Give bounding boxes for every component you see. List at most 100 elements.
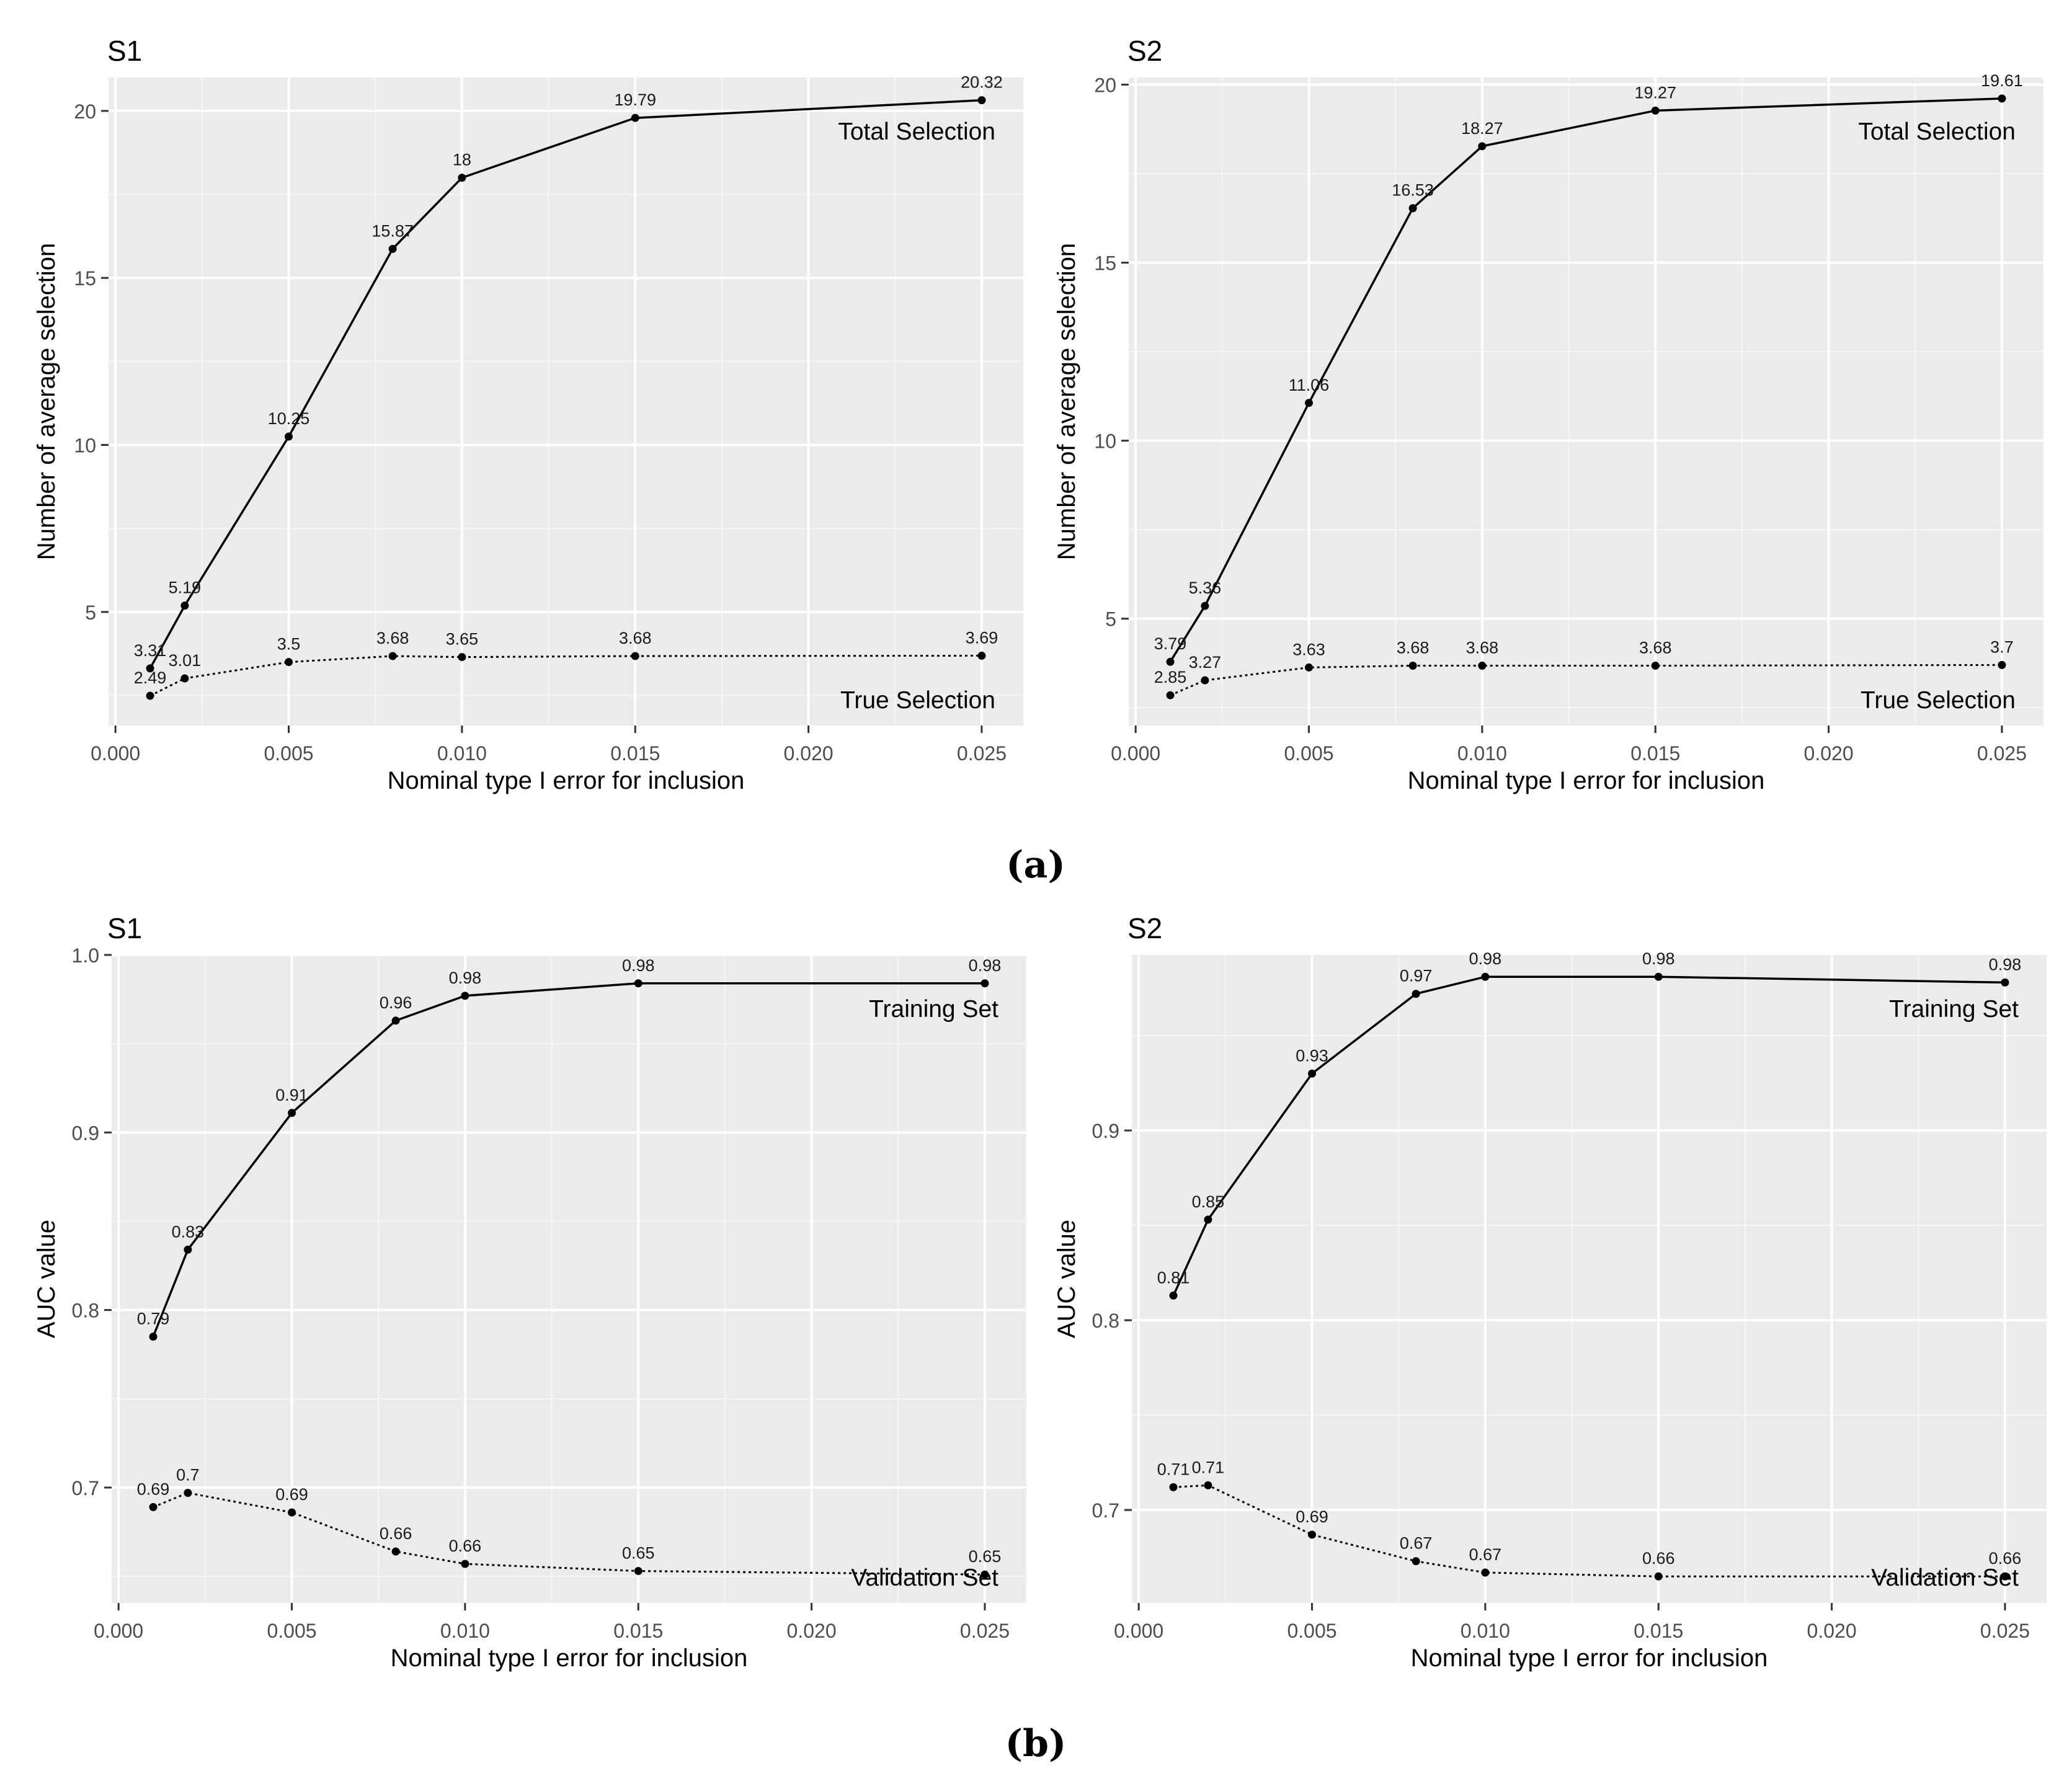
series-annotation-upper: Total Selection (838, 118, 995, 145)
data-point (180, 601, 189, 610)
data-label: 19.27 (1634, 83, 1676, 102)
data-point (458, 174, 466, 182)
x-tick-label: 0.005 (267, 1620, 316, 1642)
data-label: 0.91 (275, 1086, 308, 1104)
y-tick-label: 15 (74, 267, 96, 290)
chart-panel-a-s2: 0.000 0.005 0.010 0.015 0.020 0.025 5 10 15 20 3.7… (1053, 35, 2043, 794)
data-point (180, 674, 189, 683)
y-tick-label: 10 (74, 435, 96, 457)
data-label: 0.98 (449, 969, 482, 987)
data-point (388, 652, 397, 660)
data-label: 0.97 (1400, 967, 1433, 985)
data-label: 19.79 (614, 91, 656, 109)
x-axis-title: Nominal type I error for inclusion (1411, 1644, 1768, 1672)
chart-panel-b-s2: 0.000 0.005 0.010 0.015 0.020 0.025 0.7 0.8 0.9 0… (1053, 912, 2047, 1672)
data-label: 3.79 (1154, 634, 1187, 653)
data-point (1651, 106, 1660, 115)
data-label: 0.93 (1296, 1046, 1328, 1065)
data-label: 2.49 (134, 668, 167, 687)
data-label: 16.53 (1392, 181, 1434, 200)
series-annotation-lower: Validation Set (1871, 1565, 2019, 1591)
plot-background (1132, 955, 2047, 1603)
data-point (1204, 1215, 1212, 1224)
data-label: 2.85 (1154, 668, 1187, 686)
y-tick-label: 0.7 (72, 1477, 99, 1499)
data-point (977, 651, 986, 660)
series-annotation-lower: True Selection (840, 687, 995, 714)
data-label: 0.85 (1192, 1192, 1225, 1211)
data-label: 18.27 (1461, 119, 1503, 138)
row-label-a: (a) (1006, 843, 1065, 887)
data-point (1305, 663, 1314, 672)
data-point (149, 1333, 158, 1341)
data-label: 5.36 (1189, 579, 1222, 597)
data-point (1308, 1530, 1317, 1539)
data-point (1998, 94, 2006, 103)
data-point (1412, 1557, 1420, 1566)
data-point (1308, 1069, 1317, 1078)
data-point (1169, 1483, 1178, 1491)
y-tick-label: 20 (74, 100, 96, 123)
data-label: 3.68 (1466, 639, 1499, 657)
data-point (1478, 662, 1487, 670)
data-label: 0.65 (622, 1543, 655, 1562)
data-label: 0.81 (1157, 1268, 1190, 1287)
x-tick-label: 0.020 (1804, 742, 1854, 765)
chart-panel-a-s1: 0.000 0.005 0.010 0.015 0.020 0.025 5 10 15 20 3.3… (33, 35, 1023, 794)
y-tick-label: 5 (85, 601, 96, 624)
x-tick-label: 0.000 (91, 742, 140, 765)
data-point (391, 1016, 400, 1025)
data-point (388, 244, 397, 253)
data-label: 0.66 (380, 1524, 412, 1543)
data-point (2001, 1572, 2009, 1581)
data-label: 0.69 (275, 1485, 308, 1504)
data-label: 0.7 (176, 1465, 200, 1484)
data-point (184, 1245, 192, 1254)
data-label: 0.69 (1296, 1507, 1328, 1526)
data-point (1408, 662, 1417, 670)
data-label: 15.87 (371, 221, 414, 240)
data-point (634, 1566, 642, 1575)
x-tick-label: 0.015 (1630, 742, 1680, 765)
data-label: 0.71 (1192, 1458, 1225, 1476)
x-axis-title: Nominal type I error for inclusion (391, 1644, 748, 1672)
x-tick-label: 0.020 (787, 1620, 837, 1642)
x-tick-label: 0.025 (1977, 742, 2027, 765)
x-tick-label: 0.000 (1111, 742, 1160, 765)
data-point (1998, 660, 2006, 669)
x-tick-label: 0.005 (264, 742, 313, 765)
x-tick-label: 0.020 (784, 742, 834, 765)
data-point (285, 432, 293, 441)
series-annotation-lower: Validation Set (851, 1565, 998, 1591)
data-point (458, 653, 466, 662)
data-label: 3.5 (277, 635, 301, 654)
data-label: 11.06 (1289, 376, 1330, 394)
y-tick-label: 0.7 (1092, 1499, 1119, 1522)
data-point (631, 113, 639, 122)
plot-background (112, 955, 1026, 1603)
x-tick-label: 0.005 (1284, 742, 1333, 765)
x-tick-label: 0.000 (94, 1620, 143, 1642)
data-point (1204, 1481, 1212, 1489)
x-tick-label: 0.010 (1457, 742, 1507, 765)
data-label: 0.66 (1989, 1549, 2022, 1568)
y-tick-label: 0.8 (1092, 1310, 1119, 1332)
y-tick-label: 0.9 (1092, 1120, 1119, 1142)
series-annotation-lower: True Selection (1861, 687, 2016, 714)
data-point (1166, 657, 1175, 666)
data-label: 3.27 (1189, 653, 1222, 672)
y-tick-label: 10 (1094, 430, 1116, 453)
row-label-b: (b) (1005, 1722, 1067, 1765)
data-point (461, 1560, 469, 1568)
x-tick-label: 0.005 (1287, 1620, 1336, 1642)
data-label: 0.98 (622, 956, 655, 975)
y-axis-title: AUC value (33, 1220, 60, 1338)
data-point (1169, 1291, 1178, 1300)
data-label: 0.96 (380, 993, 412, 1012)
x-tick-label: 0.015 (1634, 1620, 1683, 1642)
data-label: 10.25 (268, 409, 310, 428)
data-label: 19.61 (1981, 71, 2023, 90)
data-label: 0.67 (1469, 1545, 1502, 1564)
data-point (1654, 972, 1663, 981)
data-label: 0.98 (1989, 955, 2022, 974)
